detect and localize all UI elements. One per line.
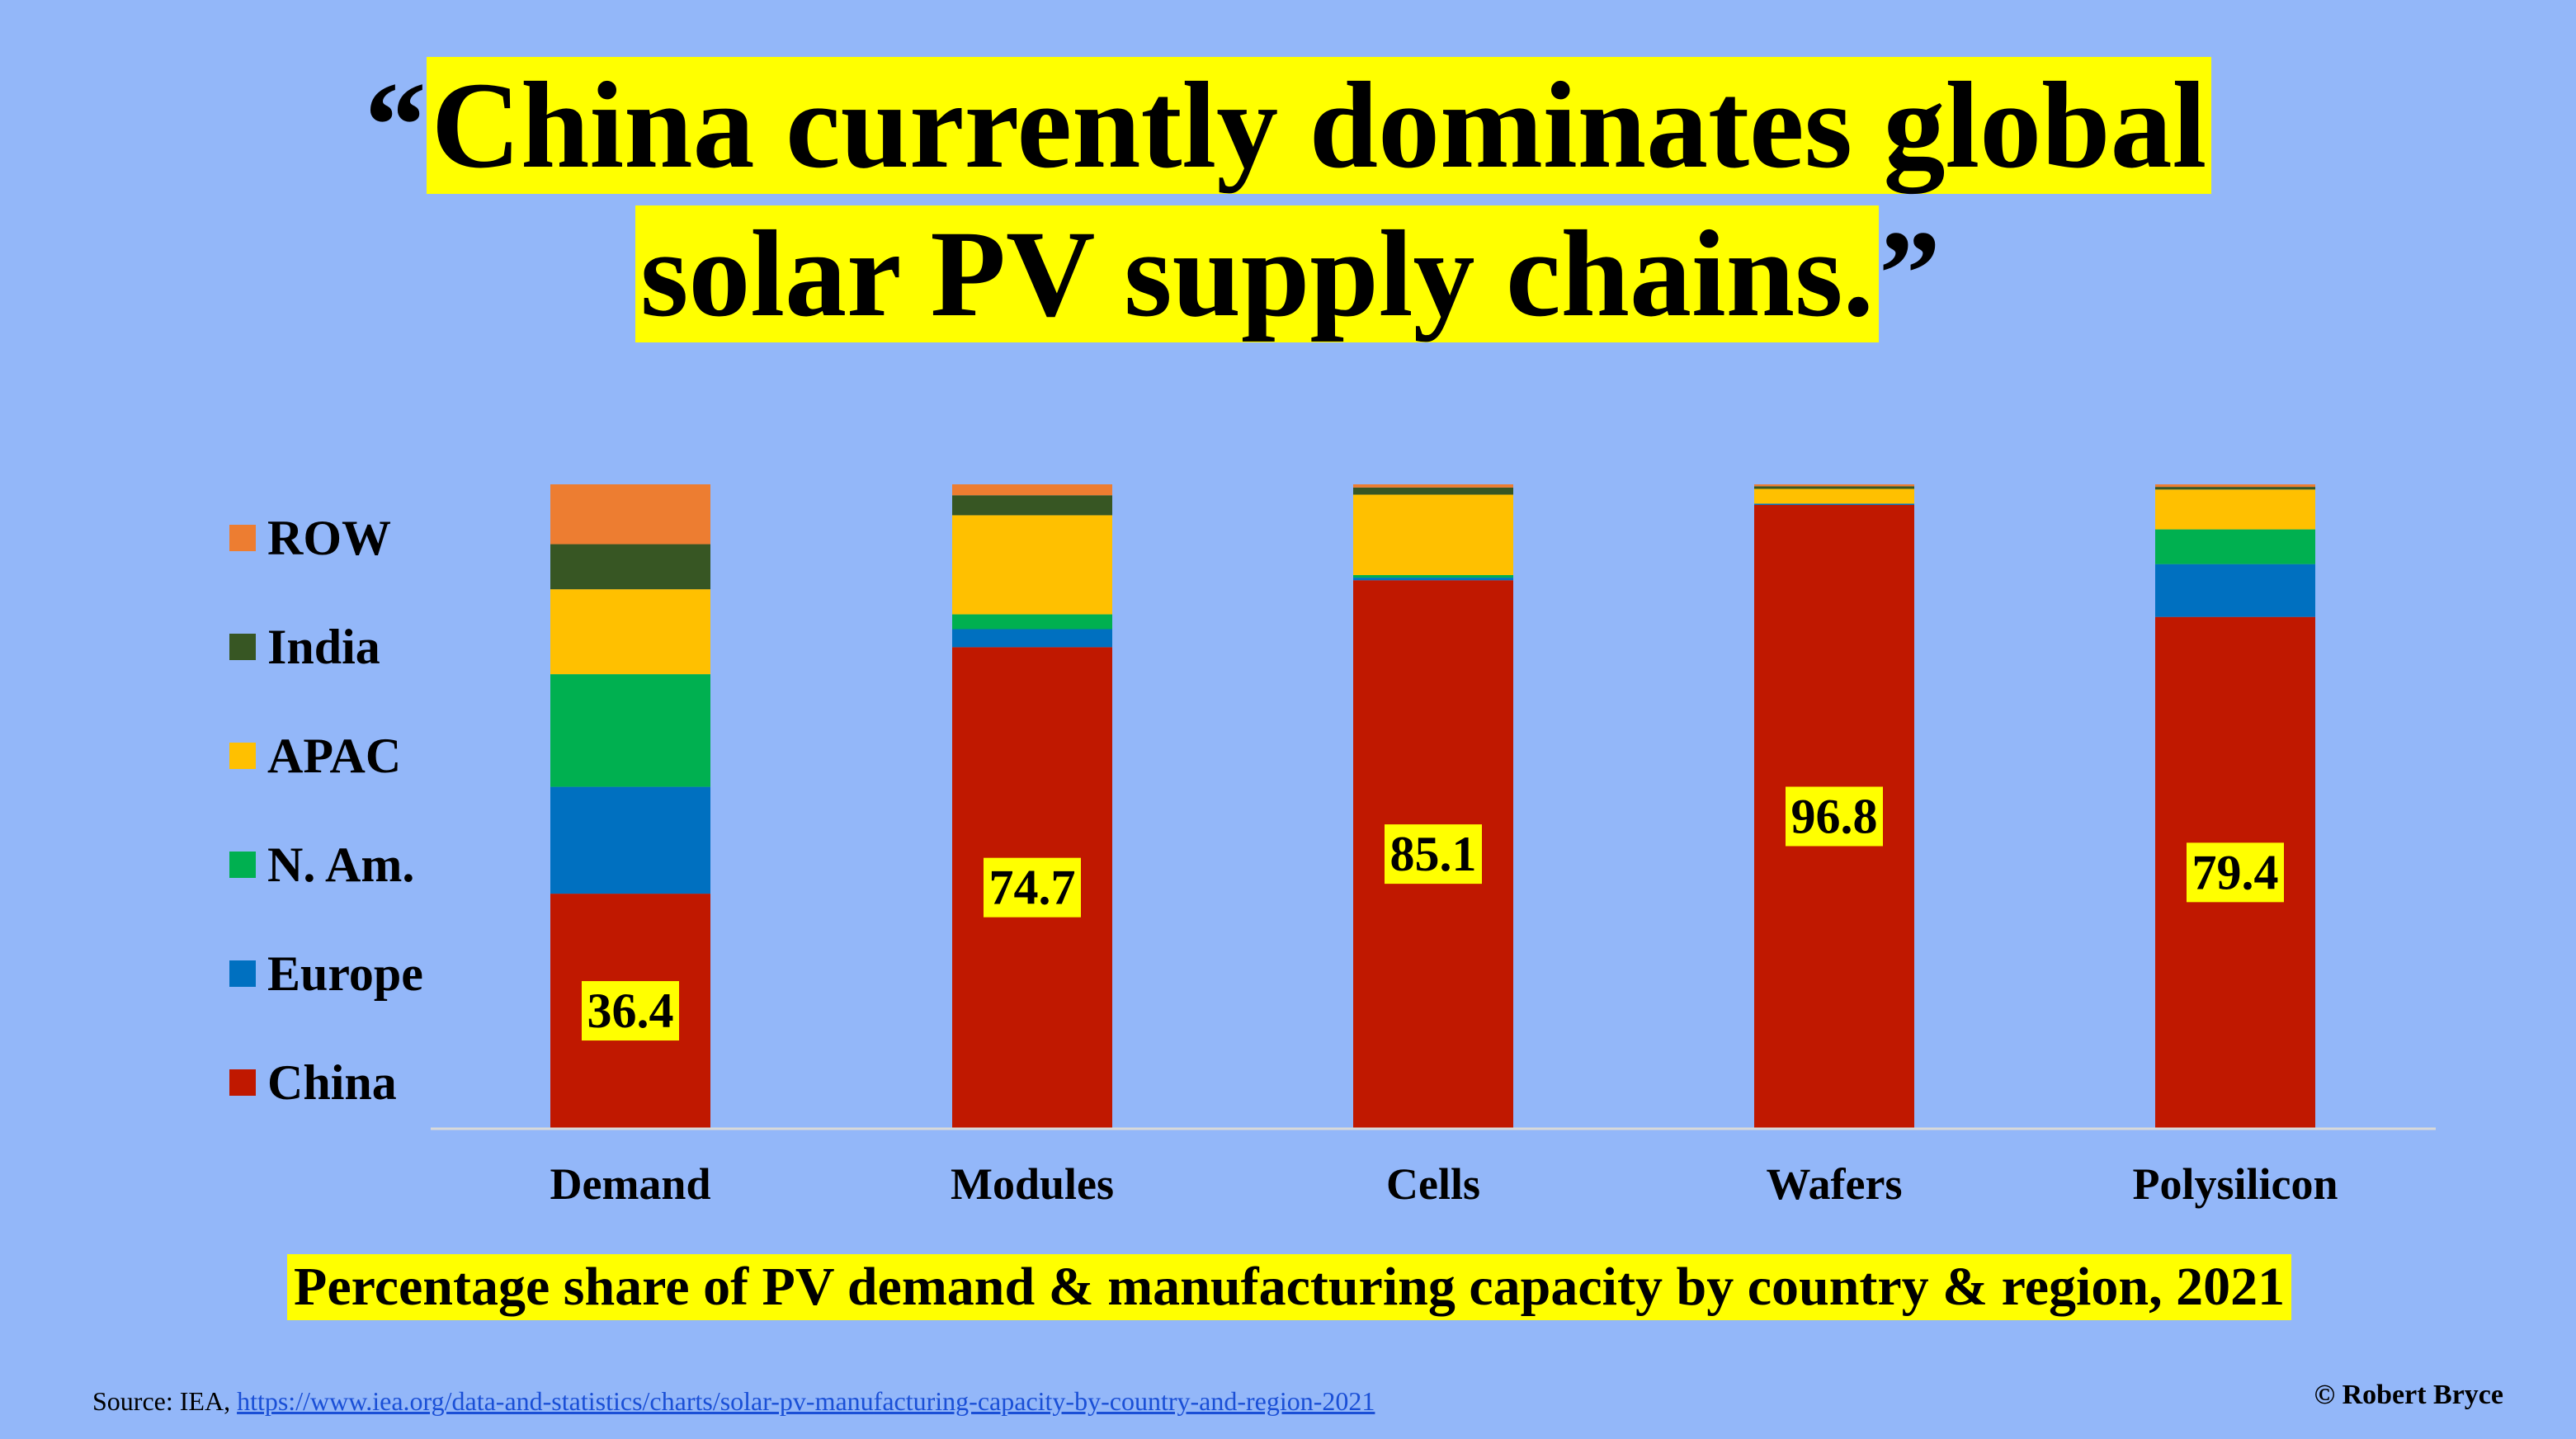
data-label-cells: 85.1 [1385, 824, 1482, 885]
data-label-text-demand: 36.4 [587, 984, 674, 1038]
x-tick-label-cells: Cells [1386, 1159, 1480, 1209]
bar-modules-n-am [952, 614, 1112, 630]
bar-cells-europe [1353, 578, 1513, 581]
copyright: © Robert Bryce [2314, 1380, 2503, 1410]
bar-cells-apac [1353, 494, 1513, 575]
bar-modules-india [952, 495, 1112, 516]
data-label-modules: 74.7 [984, 857, 1081, 918]
legend-label-row: ROW [267, 511, 391, 565]
legend-label-china: China [267, 1055, 397, 1110]
data-label-wafers: 96.8 [1786, 786, 1883, 847]
bar-modules-row [952, 484, 1112, 496]
legend-item-n-am: N. Am. [229, 837, 414, 892]
legend-label-europe: Europe [267, 946, 423, 1001]
bar-demand-n-am [550, 674, 710, 787]
source-link[interactable]: https://www.iea.org/data-and-statistics/… [237, 1386, 1375, 1416]
headline-line-1: “China currently dominates global [0, 51, 2576, 200]
bar-demand-row [550, 484, 710, 545]
open-quote: “ [364, 57, 427, 194]
source-prefix: Source: IEA, [92, 1386, 238, 1416]
x-tick-label-modules: Modules [951, 1159, 1114, 1209]
legend-swatch-europe [229, 960, 256, 987]
legend-item-india: India [229, 620, 380, 674]
legend-swatch-row [229, 525, 256, 551]
legend-item-apac: APAC [229, 729, 401, 783]
legend-swatch-china [229, 1069, 256, 1096]
bar-cells-india [1353, 487, 1513, 495]
bar-cells-n-am [1353, 574, 1513, 578]
source-note: Source: IEA, https://www.iea.org/data-an… [92, 1385, 1375, 1418]
bar-demand-apac [550, 589, 710, 675]
close-quote: ” [1878, 205, 1941, 342]
bar-cells-row [1353, 484, 1513, 488]
bar-demand-india [550, 544, 710, 590]
bar-wafers-row [1754, 484, 1914, 487]
data-label-bg-cells [1385, 824, 1482, 885]
data-label-bg-modules [984, 857, 1081, 918]
bar-polysilicon-row [2155, 484, 2315, 488]
bar-polysilicon-apac [2155, 489, 2315, 530]
data-label-text-modules: 74.7 [989, 861, 1076, 915]
legend-swatch-n-am [229, 852, 256, 878]
bars [550, 484, 2315, 1128]
bar-demand-europe [550, 786, 710, 894]
x-tick-label-polysilicon: Polysilicon [2132, 1159, 2338, 1209]
x-tick-label-demand: Demand [550, 1159, 710, 1209]
legend: ROW India APAC N. Am. Europe China [229, 511, 423, 1110]
legend-swatch-apac [229, 743, 256, 769]
data-label-text-cells: 85.1 [1390, 827, 1477, 881]
headline-text-2: solar PV supply chains. [635, 205, 1879, 342]
x-axis: Demand Modules Cells Wafers Polysilicon [431, 1127, 2436, 1209]
legend-label-india: India [267, 620, 380, 674]
bar-wafers-apac [1754, 488, 1914, 504]
bar-wafers-europe [1754, 503, 1914, 505]
data-label-polysilicon: 79.4 [2187, 842, 2284, 903]
headline-line-2: solar PV supply chains.” [0, 200, 2576, 348]
legend-item-europe: Europe [229, 946, 423, 1001]
bar-polysilicon-india [2155, 487, 2315, 490]
data-label-text-wafers: 96.8 [1791, 789, 1878, 843]
bar-wafers-india [1754, 486, 1914, 489]
data-label-bg-polysilicon [2187, 842, 2284, 903]
data-label-demand: 36.4 [582, 981, 679, 1041]
data-label-bg-wafers [1786, 786, 1883, 847]
chart-caption: Percentage share of PV demand & manufact… [287, 1254, 2292, 1320]
x-tick-label-wafers: Wafers [1767, 1159, 1903, 1209]
legend-item-china: China [229, 1055, 397, 1110]
legend-label-apac: APAC [267, 729, 401, 783]
data-label-bg-demand [582, 981, 679, 1041]
headline-text-1: China currently dominates global [426, 57, 2212, 194]
bar-modules-europe [952, 629, 1112, 648]
bar-polysilicon-n-am [2155, 529, 2315, 564]
legend-label-n-am: N. Am. [267, 837, 414, 892]
legend-item-row: ROW [229, 511, 391, 565]
bar-modules-apac [952, 515, 1112, 615]
data-labels: 36.4 74.7 85.1 96.8 79.4 [582, 786, 2284, 1041]
data-label-text-polysilicon: 79.4 [2192, 845, 2279, 899]
legend-swatch-india [229, 634, 256, 660]
bar-polysilicon-europe [2155, 564, 2315, 617]
